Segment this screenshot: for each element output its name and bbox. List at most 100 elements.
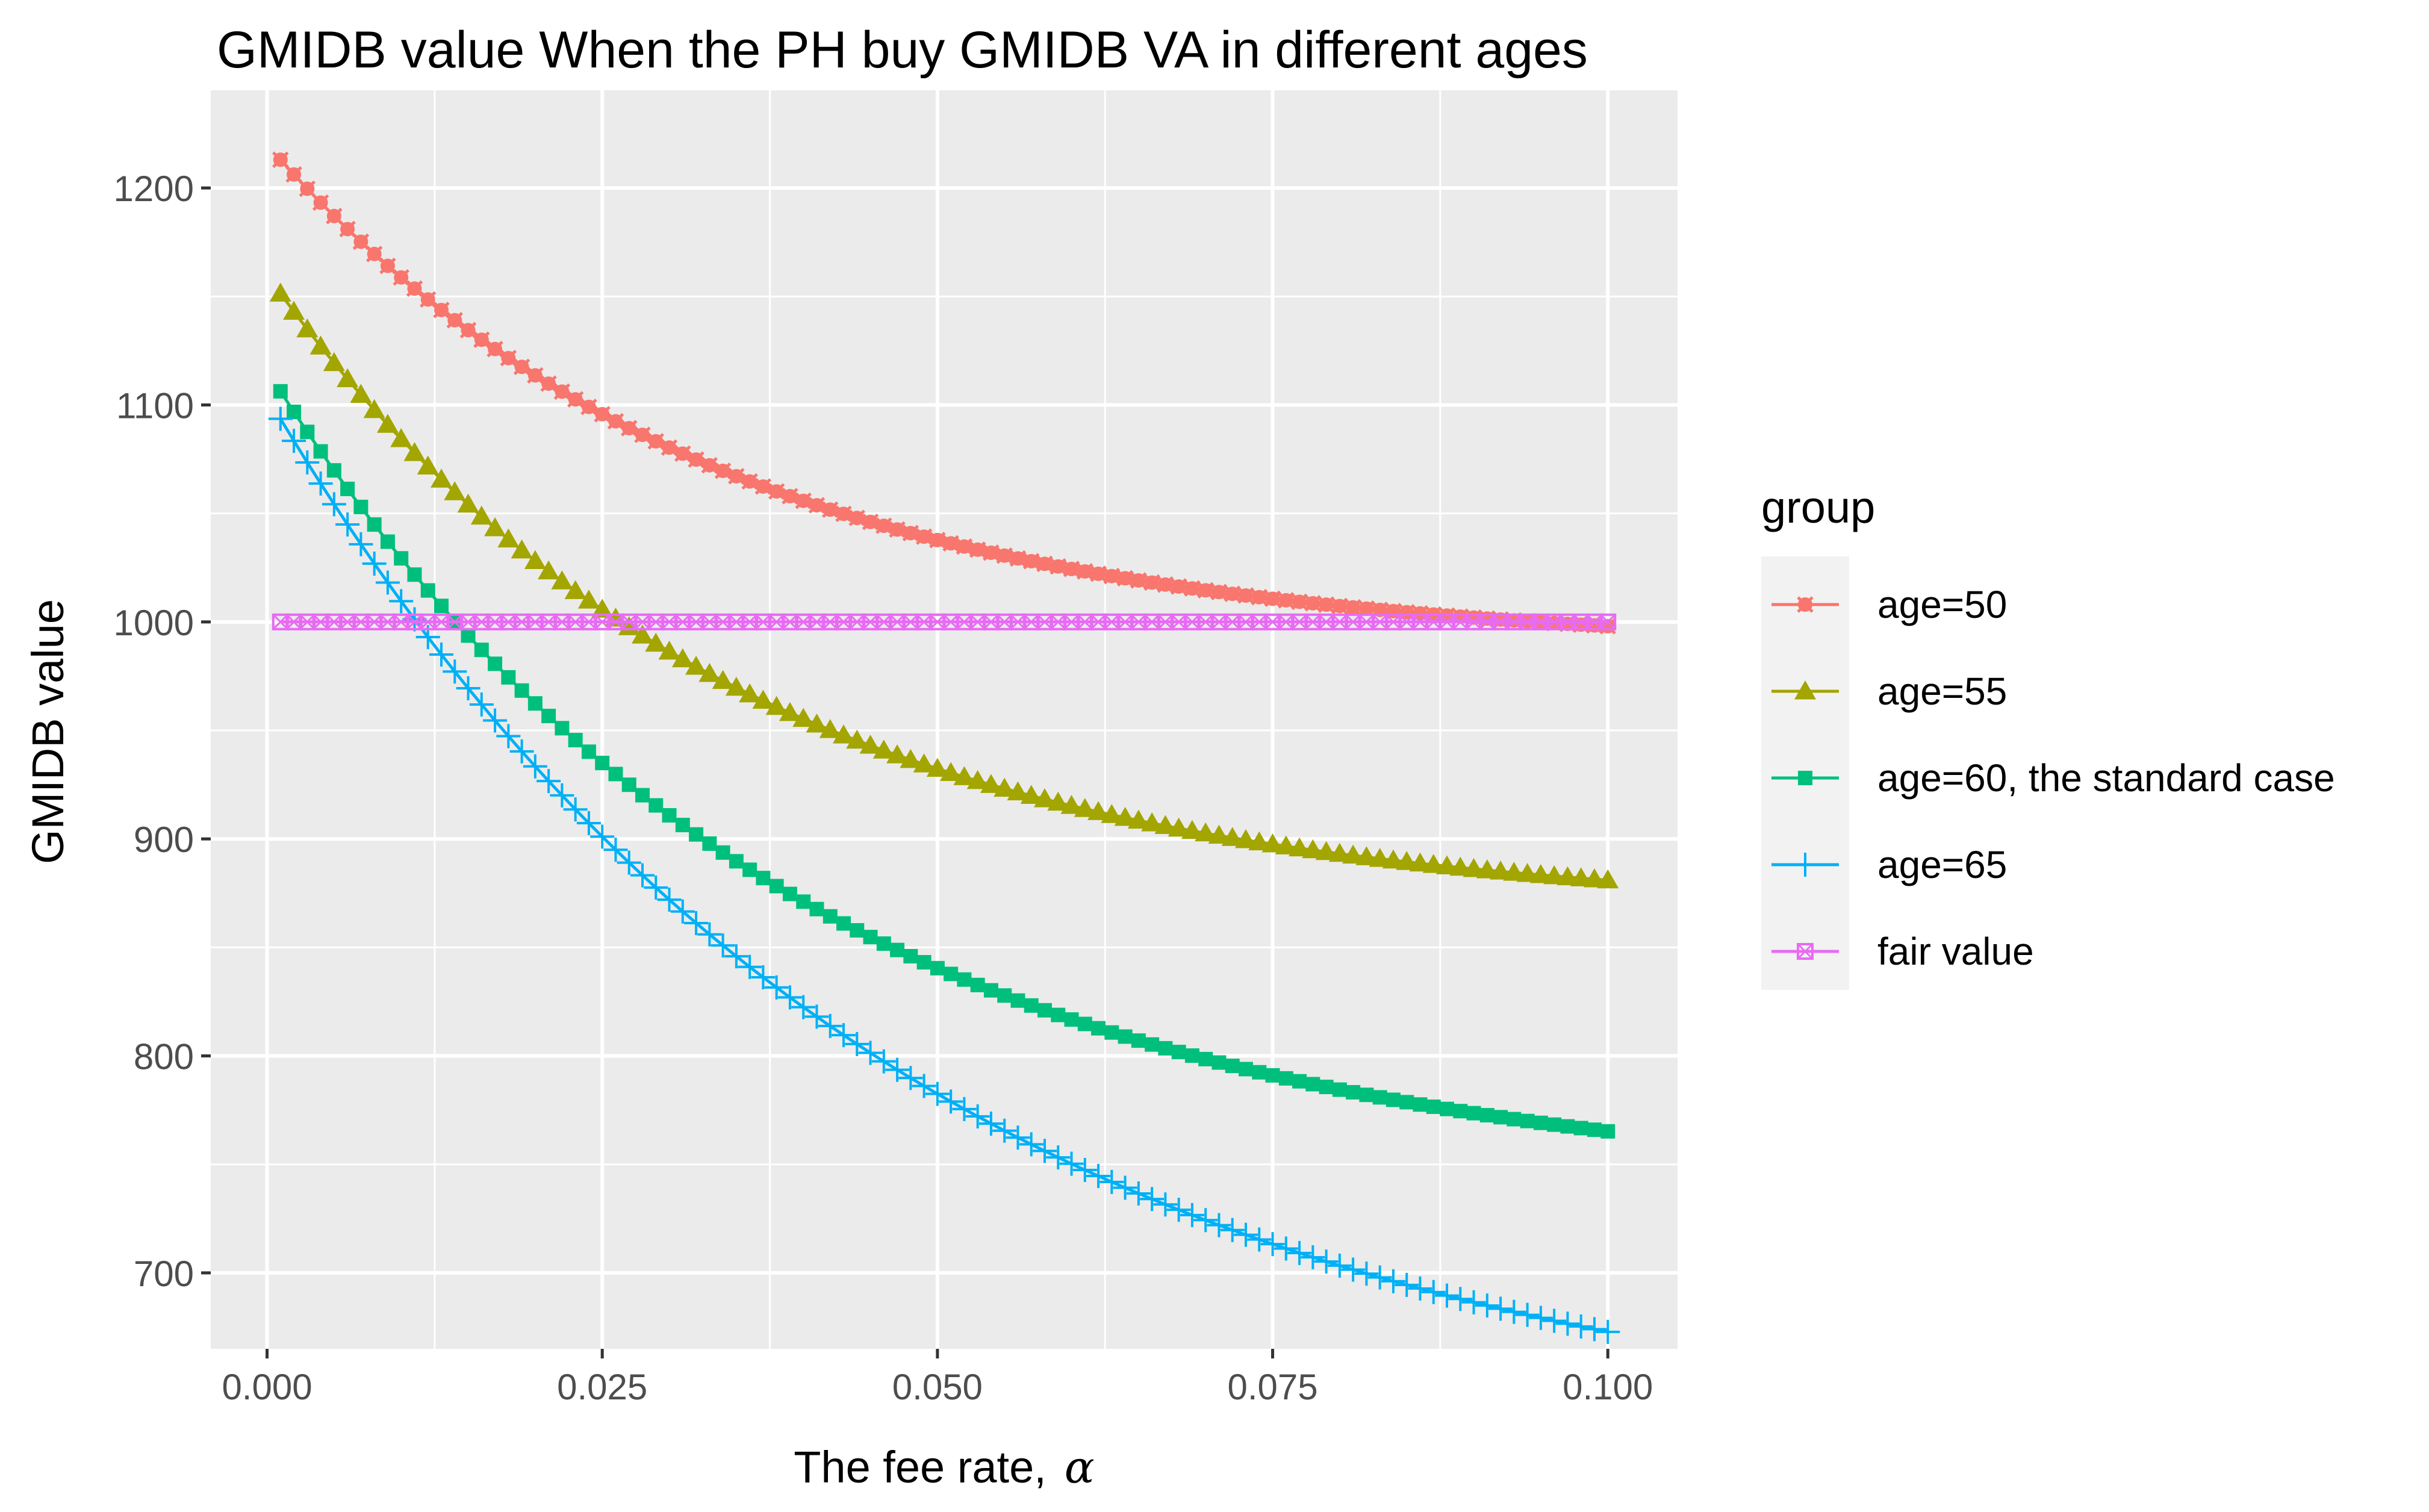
data-point (1413, 1097, 1428, 1112)
marker-cross (835, 614, 852, 630)
data-point (725, 676, 747, 696)
data-point (1007, 781, 1029, 801)
series-age-65 (268, 406, 1620, 1344)
data-point (363, 399, 385, 418)
marker-cross (473, 331, 490, 348)
marker-cross (661, 614, 677, 630)
data-point (483, 708, 508, 733)
data-point (1037, 1003, 1053, 1018)
data-point (1207, 1213, 1231, 1237)
marker-cross (406, 614, 423, 630)
data-point (350, 384, 372, 403)
plot-panel (211, 90, 1678, 1349)
marker-cross (433, 614, 450, 630)
marker-cross (1331, 597, 1348, 615)
marker-cross (1009, 550, 1027, 567)
data-point (994, 777, 1016, 797)
data-point (563, 797, 588, 822)
data-point (729, 854, 744, 869)
data-point (1077, 1016, 1092, 1031)
data-point (1086, 1164, 1111, 1189)
data-point (551, 570, 573, 590)
legend: group age=50 age=55 age=60, the standard c… (1761, 482, 2335, 990)
marker-cross (1452, 614, 1469, 630)
data-point (538, 560, 560, 580)
marker-cross (594, 406, 611, 423)
data-point (885, 1057, 910, 1082)
marker-cross (701, 614, 718, 630)
data-point (675, 818, 690, 833)
data-point (273, 384, 288, 399)
series-age-60-the-standard-case (273, 384, 1616, 1139)
data-point (444, 481, 466, 500)
data-point (540, 375, 557, 392)
data-point (268, 406, 293, 431)
data-point (469, 692, 494, 717)
data-point (1143, 574, 1160, 591)
data-point (859, 735, 882, 754)
marker-cross (648, 614, 664, 630)
marker-cross (1304, 595, 1322, 612)
marker-cross (393, 614, 409, 630)
data-point (969, 541, 986, 558)
data-point (836, 916, 851, 931)
data-point (688, 451, 704, 468)
data-point (890, 942, 905, 957)
data-point (555, 721, 570, 736)
data-point (299, 180, 316, 198)
marker-cross (1291, 593, 1308, 611)
data-point (1359, 1087, 1374, 1103)
marker-cross (1292, 614, 1308, 630)
marker-cross (809, 614, 825, 630)
data-point (376, 414, 399, 433)
y-tick-label: 1100 (116, 386, 194, 426)
marker-cross (634, 426, 651, 443)
data-point (1547, 1117, 1562, 1132)
data-point (590, 824, 615, 849)
marker-cross (755, 614, 771, 630)
data-point (1342, 844, 1364, 864)
marker-cross (527, 614, 543, 630)
marker-cross (554, 614, 570, 630)
marker-cross (862, 513, 879, 530)
marker-cross (607, 412, 624, 430)
data-point (527, 696, 543, 711)
data-point (434, 599, 449, 614)
minor-gridlines (211, 78, 1678, 1349)
data-point (340, 481, 355, 496)
data-point (1010, 993, 1025, 1008)
data-point (1479, 1108, 1494, 1123)
marker-cross (1184, 614, 1201, 630)
data-point (715, 845, 730, 860)
data-point (1060, 795, 1083, 814)
data-point (553, 383, 571, 400)
legend-label: age=50 (1877, 583, 2007, 626)
marker-cross (782, 488, 798, 505)
data-point (848, 613, 866, 630)
data-point (1516, 863, 1538, 882)
data-point (1103, 567, 1121, 585)
data-point (1210, 583, 1228, 601)
data-point (670, 899, 695, 924)
legend-items: age=50 age=55 age=60, the standard case age… (1771, 583, 2335, 973)
marker-cross (1345, 599, 1361, 616)
data-point (702, 836, 717, 851)
series-age-55 (269, 282, 1619, 889)
data-point (1211, 1055, 1227, 1070)
data-point (1503, 862, 1525, 881)
marker-cross (929, 614, 945, 630)
x-axis: 0.000 0.025 0.050 0.075 0.100 (222, 1349, 1653, 1407)
marker-cross (1036, 555, 1053, 573)
data-point (1260, 1232, 1285, 1257)
marker-cross (1022, 553, 1040, 570)
data-point (966, 770, 989, 789)
marker-cross (272, 151, 289, 169)
data-point (903, 948, 918, 963)
data-point (429, 642, 453, 667)
data-point (876, 936, 891, 951)
data-point (1114, 807, 1136, 826)
data-point (835, 505, 852, 523)
marker-cross (513, 358, 530, 376)
marker-cross (728, 614, 744, 630)
data-point (536, 769, 561, 794)
